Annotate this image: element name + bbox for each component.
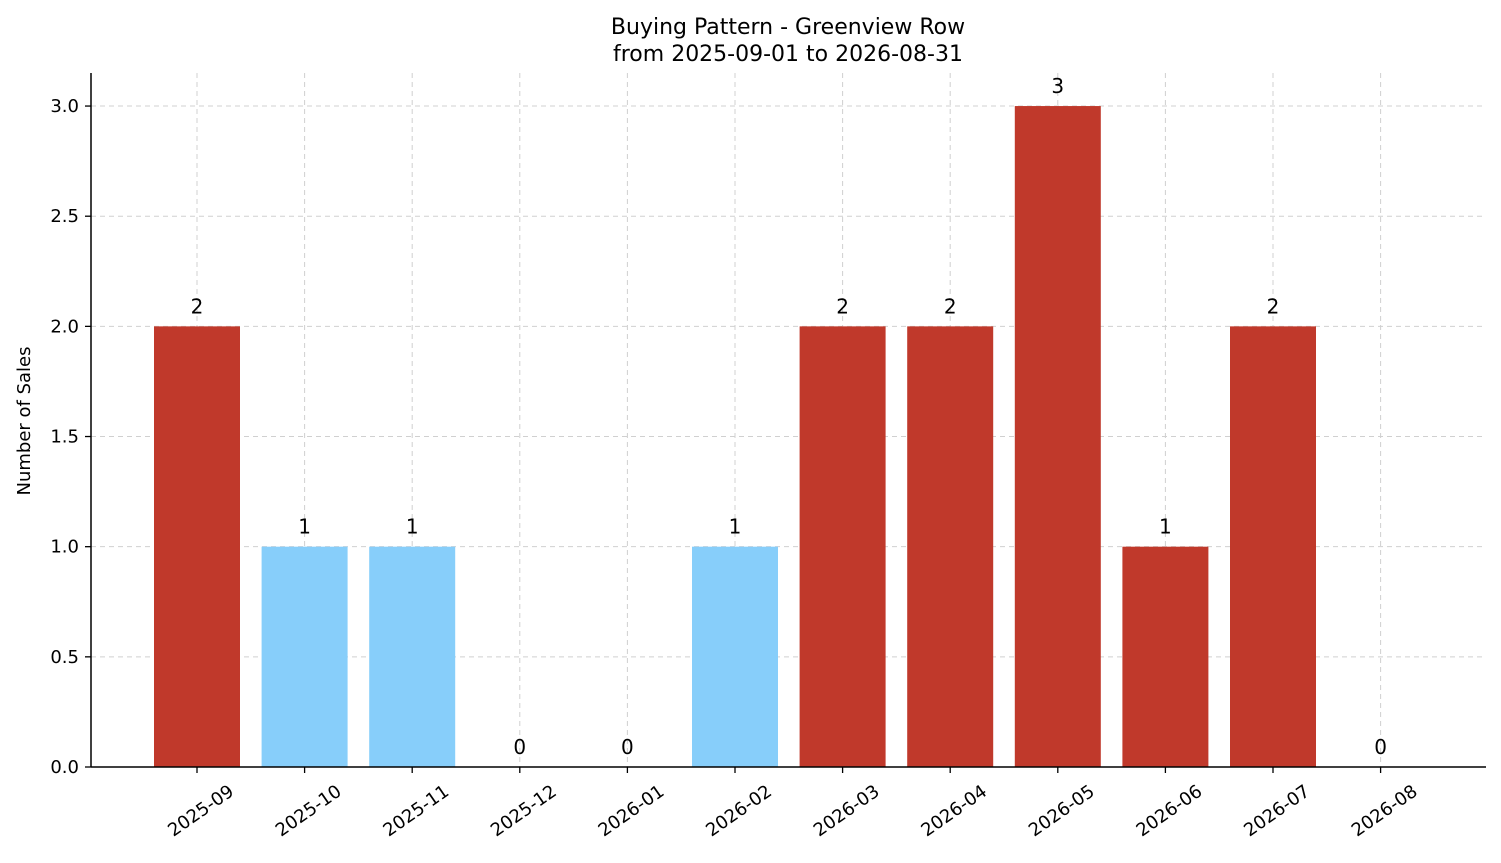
y-tick-label: 3.0 (50, 96, 79, 117)
data-label-2026-03: 2 (836, 294, 849, 318)
x-tick-label-2026-04: 2026-04 (917, 781, 991, 841)
data-label-2026-05: 3 (1051, 74, 1064, 98)
bar-2026-04 (907, 326, 994, 767)
data-label-2026-07: 2 (1267, 294, 1280, 318)
data-label-2026-01: 0 (621, 735, 634, 759)
bar-2026-02 (692, 546, 778, 767)
bar-2025-10 (261, 546, 348, 767)
bar-2026-06 (1122, 546, 1209, 767)
y-tick-label: 0.0 (50, 757, 79, 778)
y-axis-label: Number of Sales (14, 346, 35, 495)
x-tick-label-2026-07: 2026-07 (1240, 781, 1314, 841)
bar-2025-09 (154, 326, 240, 767)
bar-2026-05 (1014, 106, 1101, 768)
x-tick-label-2025-10: 2025-10 (272, 781, 346, 841)
x-tick-label-2025-11: 2025-11 (379, 781, 453, 841)
bar-2026-03 (799, 326, 886, 767)
data-label-2025-12: 0 (513, 735, 526, 759)
x-tick-label-2025-12: 2025-12 (487, 781, 561, 841)
data-label-2026-04: 2 (944, 294, 957, 318)
y-tick-label: 2.5 (50, 206, 79, 227)
y-tick-label: 0.5 (50, 647, 79, 668)
y-tick-label: 1.0 (50, 537, 79, 558)
data-label-2025-11: 1 (406, 515, 419, 539)
x-tick-label-2026-03: 2026-03 (810, 781, 884, 841)
bar-2026-07 (1230, 326, 1316, 767)
x-tick-label-2026-08: 2026-08 (1348, 781, 1422, 841)
data-label-2026-06: 1 (1159, 515, 1172, 539)
y-tick-label: 1.5 (50, 427, 79, 448)
x-tick-label-2026-02: 2026-02 (702, 781, 776, 841)
chart-title-line1: Buying Pattern - Greenview Row (611, 15, 965, 40)
x-tick-label-2026-05: 2026-05 (1025, 781, 1099, 841)
x-tick-label-2026-01: 2026-01 (595, 781, 669, 841)
x-tick-label-2025-09: 2025-09 (164, 781, 238, 841)
data-label-2026-02: 1 (729, 515, 742, 539)
data-labels: 2 1 1 0 0 1 2 2 3 1 2 0 (191, 74, 1387, 759)
y-tick-label: 2.0 (50, 316, 79, 337)
data-label-2025-10: 1 (298, 515, 311, 539)
chart-title-line2: from 2025-09-01 to 2026-08-31 (613, 42, 963, 67)
x-tick-label-2026-06: 2026-06 (1133, 781, 1207, 841)
bars (154, 106, 1316, 768)
data-label-2026-08: 0 (1374, 735, 1387, 759)
data-label-2025-09: 2 (191, 294, 204, 318)
bar-2025-11 (369, 546, 456, 767)
